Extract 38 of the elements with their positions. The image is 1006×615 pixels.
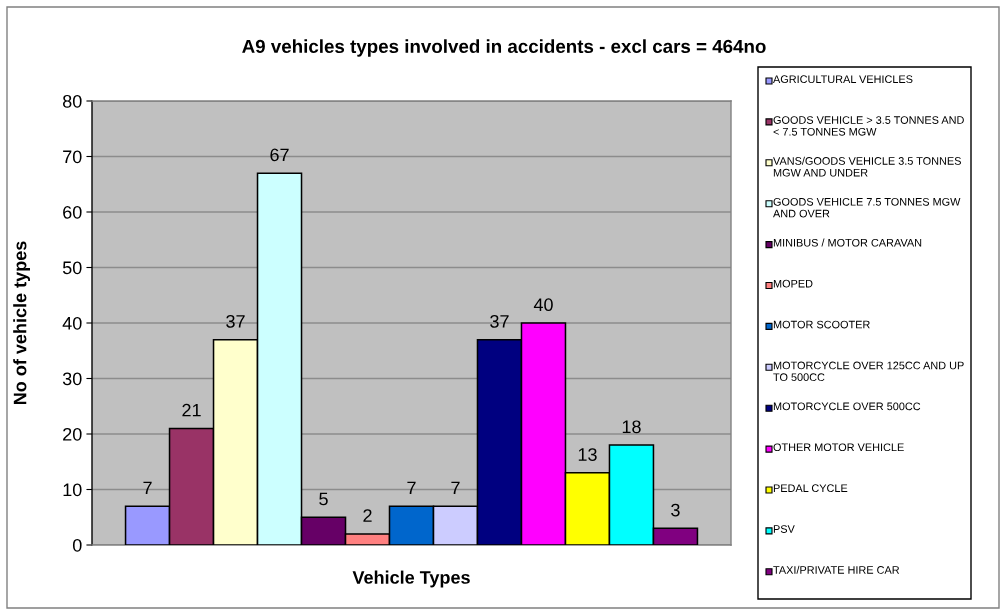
data-label: 3 [671, 503, 680, 517]
legend-label: OTHER MOTOR VEHICLE [773, 443, 904, 452]
y-tick-label: 70 [63, 150, 82, 164]
data-label: 13 [578, 448, 597, 461]
data-label: 7 [143, 481, 152, 495]
y-tick-label: 60 [63, 205, 82, 219]
data-label: 18 [622, 420, 641, 434]
legend-label: PEDAL CYCLE [773, 484, 848, 493]
y-tick-label: 30 [62, 372, 82, 386]
y-axis-title: No of vehicle types [13, 241, 30, 405]
legend-label: MOTORCYCLE OVER 500CC [773, 402, 921, 411]
legend-label: VANS/GOODS VEHICLE 3.5 TONNES MGW AND UNDER [773, 156, 961, 177]
x-axis-title: Vehicle Types [352, 570, 470, 588]
data-label: 7 [451, 481, 460, 495]
legend-label: GOODS VEHICLE > 3.5 TONNES AND < 7.5 TONNES MGW [773, 116, 964, 136]
chart-title: A9 vehicles types involved in accidents - excl cars = 464no [242, 39, 766, 57]
legend-label: TAXI/PRIVATE HIRE CAR [773, 565, 900, 574]
legend-label: MINIBUS / MOTOR CARAVAN [773, 238, 922, 247]
data-label: 67 [270, 148, 289, 162]
y-tick-label: 40 [62, 316, 82, 330]
data-label: 40 [533, 298, 553, 312]
legend-label: MOPED [773, 279, 813, 288]
legend-label: MOTORCYCLE OVER 125CC AND UP TO 500CC [773, 361, 964, 382]
data-label: 2 [363, 509, 372, 522]
y-tick-label: 50 [62, 261, 82, 275]
data-label: 5 [319, 492, 328, 506]
legend-label: GOODS VEHICLE 7.5 TONNES MGW AND OVER [773, 197, 961, 218]
data-label: 21 [182, 403, 201, 417]
data-label: 7 [407, 481, 416, 495]
y-tick-label: 0 [72, 538, 82, 552]
y-tick-label: 10 [63, 483, 82, 497]
legend-label: PSV [773, 525, 795, 533]
y-tick-label: 80 [62, 94, 82, 108]
y-tick-label: 20 [63, 427, 82, 441]
data-label: 37 [490, 314, 509, 328]
legend-label: MOTOR SCOOTER [773, 320, 870, 329]
legend-label: AGRICULTURAL VEHICLES [773, 75, 913, 84]
data-label: 37 [226, 314, 245, 328]
